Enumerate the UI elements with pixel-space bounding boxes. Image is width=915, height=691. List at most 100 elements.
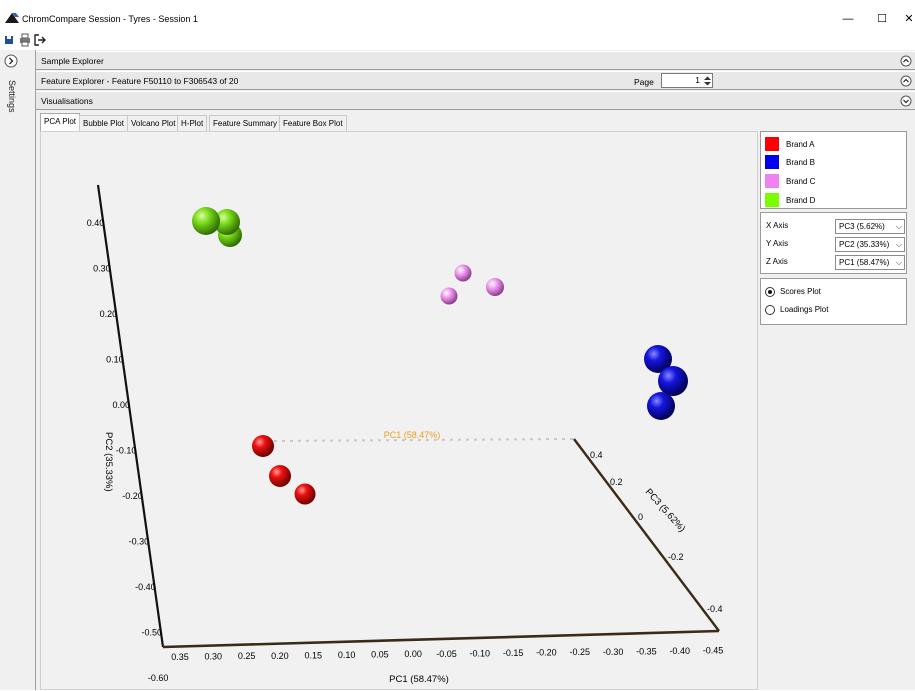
close-button[interactable]: ✕ — [904, 13, 914, 25]
tab-volcano-plot[interactable]: Volcano Plot — [127, 115, 180, 131]
exit-icon[interactable] — [33, 33, 47, 47]
y-axis-line — [96, 184, 165, 648]
tab-h-plot[interactable]: H-Plot — [177, 115, 208, 131]
point-brand-c — [454, 264, 472, 282]
point-brand-a — [294, 483, 316, 505]
chevron-up-icon[interactable] — [900, 55, 912, 67]
y-axis-label: Y Axis — [766, 239, 789, 248]
y-tick-label: -0.10 — [116, 446, 137, 456]
page-number-input[interactable]: 1 — [661, 73, 713, 88]
page-spinner-icon[interactable] — [703, 75, 712, 87]
page-label: Page — [634, 77, 654, 87]
feature-explorer-header[interactable]: Feature Explorer - Feature F50110 to F30… — [36, 71, 915, 90]
x-axis-select[interactable]: PC3 (5.62%) ⌵ — [835, 219, 905, 234]
tab-bubble-plot[interactable]: Bubble Plot — [79, 115, 128, 131]
loadings-plot-radio[interactable] — [765, 305, 775, 315]
pca-plot-area[interactable]: 0.40 0.30 0.20 0.10 0.00 -0.10 -0.20 -0.30 -0.40… — [40, 131, 758, 690]
x-tick-label: 0.15 — [305, 650, 323, 660]
visualisation-tabs: PCA Plot Bubble Plot Volcano Plot H-Plot… — [36, 113, 915, 131]
scores-plot-radio[interactable] — [765, 287, 775, 297]
z-axis-line — [573, 438, 720, 632]
y-tick-label: 0.40 — [87, 218, 105, 228]
x-axis-row: X Axis PC3 (5.62%) ⌵ — [766, 219, 906, 235]
x-tick-label: 0.30 — [205, 652, 223, 662]
x-axis-title: PC1 (58.47%) — [389, 674, 449, 685]
x-tick-label: -0.10 — [470, 648, 491, 658]
tab-feature-box-plot[interactable]: Feature Box Plot — [279, 115, 347, 131]
maximize-button[interactable]: ☐ — [877, 13, 887, 25]
x-axis-value: PC3 (5.62%) — [839, 222, 885, 231]
tab-pca-plot[interactable]: PCA Plot — [40, 113, 81, 131]
chevron-down-icon: ⌵ — [895, 258, 902, 267]
legend-label: Brand D — [786, 196, 816, 205]
legend-panel: Brand A Brand B Brand C Brand D — [760, 131, 907, 209]
z-tick-label: 0.2 — [610, 477, 623, 487]
point-brand-b — [644, 345, 672, 373]
point-brand-c — [440, 287, 458, 305]
point-brand-d — [192, 207, 220, 235]
back-axis-line — [265, 438, 575, 442]
window-title: ChromCompare Session - Tyres - Session 1 — [22, 14, 198, 24]
z-axis-title: PC3 (5.62%) — [643, 487, 688, 535]
point-brand-b — [647, 392, 675, 420]
point-brand-b — [658, 366, 688, 396]
x-tick-label: -0.40 — [669, 646, 690, 656]
chevron-down-icon[interactable] — [900, 95, 912, 107]
back-axis-title: PC1 (58.47%) — [384, 430, 441, 440]
y-axis-select[interactable]: PC2 (35.33%) ⌵ — [835, 237, 905, 252]
series-brand-a — [252, 435, 316, 505]
series-brand-c — [440, 264, 504, 305]
visualisations-header[interactable]: Visualisations — [36, 91, 915, 110]
y-tick-label: 0.00 — [112, 400, 130, 410]
loadings-plot-option[interactable]: Loadings Plot — [765, 304, 895, 318]
y-tick-label: -0.60 — [148, 673, 169, 683]
z-tick-label: 0.4 — [590, 450, 603, 460]
settings-label[interactable]: Settings — [7, 80, 17, 113]
sample-explorer-label: Sample Explorer — [41, 56, 104, 66]
legend-label: Brand A — [786, 140, 815, 149]
y-tick-label: 0.30 — [93, 264, 111, 274]
minimize-button[interactable]: — — [842, 13, 854, 25]
y-tick-label: -0.50 — [141, 628, 162, 638]
chevron-up-icon[interactable] — [900, 75, 912, 87]
y-tick-label: -0.40 — [135, 582, 156, 592]
settings-rail: Settings — [0, 50, 36, 690]
z-tick-label: -0.2 — [668, 552, 684, 562]
x-tick-label: -0.35 — [636, 646, 657, 656]
series-brand-d — [192, 207, 242, 247]
print-icon[interactable] — [18, 33, 32, 47]
chevron-down-icon: ⌵ — [895, 222, 902, 231]
z-axis-row: Z Axis PC1 (58.47%) ⌵ — [766, 255, 906, 271]
point-brand-c — [486, 278, 504, 296]
x-tick-label: -0.45 — [703, 646, 724, 656]
expand-settings-button[interactable] — [4, 54, 18, 68]
chevron-down-icon: ⌵ — [895, 240, 902, 249]
y-axis-value: PC2 (35.33%) — [839, 240, 890, 249]
legend-swatch — [765, 193, 779, 207]
x-tick-label: -0.25 — [570, 647, 591, 657]
app-logo-icon — [5, 13, 19, 23]
z-axis-value: PC1 (58.47%) — [839, 258, 890, 267]
scores-plot-option[interactable]: Scores Plot — [765, 286, 895, 300]
point-brand-a — [269, 465, 291, 487]
legend-swatch — [765, 155, 779, 169]
pca-3d-plot[interactable]: 0.400.300.200.100.00-0.10-0.20-0.30-0.40… — [41, 132, 759, 691]
series-brand-b — [644, 345, 688, 420]
legend-label: Brand B — [786, 158, 815, 167]
tab-feature-summary[interactable]: Feature Summary — [209, 115, 282, 131]
x-tick-label: 0.00 — [404, 649, 422, 659]
sample-explorer-header[interactable]: Sample Explorer — [36, 51, 915, 70]
x-tick-label: 0.05 — [371, 650, 389, 660]
point-brand-d — [214, 209, 240, 235]
save-icon[interactable] — [3, 33, 17, 47]
plot-mode-panel: Scores Plot Loadings Plot — [760, 278, 907, 325]
z-axis-select[interactable]: PC1 (58.47%) ⌵ — [835, 255, 905, 270]
legend-swatch — [765, 174, 779, 188]
x-tick-label: 0.20 — [271, 651, 289, 661]
y-tick-label: -0.30 — [129, 537, 150, 547]
z-tick-label: -0.4 — [707, 604, 723, 614]
title-bar: ChromCompare Session - Tyres - Session 1… — [0, 0, 915, 30]
x-tick-label: 0.10 — [338, 650, 356, 660]
legend-label: Brand C — [786, 177, 816, 186]
